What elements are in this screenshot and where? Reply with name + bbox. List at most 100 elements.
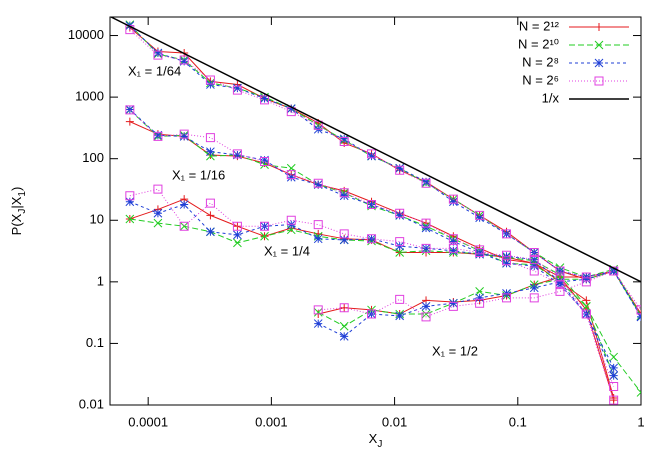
marker — [581, 274, 591, 284]
marker — [529, 293, 539, 303]
marker — [125, 117, 134, 126]
marker — [339, 321, 349, 331]
y-axis-label-part: J — [17, 209, 28, 214]
marker — [205, 75, 215, 85]
marker — [395, 211, 405, 220]
y-axis-label-part: 1 — [17, 191, 28, 197]
marker — [395, 311, 405, 321]
marker — [179, 129, 189, 139]
marker — [286, 215, 296, 225]
y-tick-label: 100 — [82, 150, 104, 165]
marker — [609, 381, 619, 391]
series-line — [129, 24, 641, 317]
marker — [367, 151, 376, 161]
marker — [502, 250, 512, 260]
marker — [395, 241, 405, 251]
marker — [339, 235, 349, 245]
marker — [421, 218, 431, 228]
marker — [475, 298, 485, 308]
marker — [179, 132, 189, 141]
plot-area — [110, 17, 641, 405]
marker — [339, 134, 349, 144]
marker — [206, 151, 215, 161]
marker — [529, 261, 539, 271]
marker — [153, 48, 163, 58]
marker — [529, 266, 539, 276]
marker — [581, 277, 591, 287]
marker — [421, 312, 431, 322]
x-tick-label: 0.001 — [255, 414, 288, 429]
marker — [339, 332, 349, 341]
marker — [233, 230, 242, 240]
y-tick-label: 10000 — [68, 27, 104, 42]
marker — [260, 221, 270, 231]
marker — [529, 255, 539, 265]
series-line — [129, 121, 615, 399]
marker — [313, 234, 323, 244]
marker — [179, 200, 189, 209]
marker — [609, 395, 619, 405]
legend-label: 1/x — [542, 90, 560, 105]
marker — [367, 309, 377, 319]
y-axis-label: P(XJ|X1) — [9, 187, 27, 236]
x-axis-label-part: X — [369, 431, 378, 446]
legend-label: N = 2⁸ — [522, 54, 559, 69]
x-tick-label: 1 — [637, 414, 644, 429]
marker — [475, 247, 485, 257]
marker — [339, 188, 349, 198]
marker — [395, 237, 405, 247]
marker — [367, 234, 376, 244]
marker — [232, 221, 242, 231]
marker — [179, 57, 189, 66]
marker — [475, 213, 484, 223]
marker — [233, 150, 242, 160]
x-tick-label: 0.01 — [382, 414, 407, 429]
marker — [340, 303, 349, 312]
marker — [449, 197, 458, 207]
marker — [555, 277, 565, 287]
marker — [206, 227, 215, 237]
marker — [636, 388, 641, 397]
marker — [449, 237, 458, 246]
marker — [313, 307, 323, 317]
marker — [581, 309, 591, 319]
marker — [153, 50, 163, 60]
marker — [502, 258, 511, 268]
marker — [448, 301, 458, 311]
marker — [313, 178, 323, 188]
marker — [609, 266, 619, 276]
marker — [286, 170, 296, 180]
marker — [475, 293, 484, 303]
marker — [125, 214, 135, 224]
marker — [260, 155, 269, 165]
legend-label: N = 2¹⁰ — [518, 36, 559, 51]
marker — [206, 211, 215, 220]
marker — [449, 246, 458, 256]
marker — [502, 293, 512, 303]
marker — [581, 309, 591, 319]
marker — [206, 80, 215, 89]
series-line — [318, 270, 641, 318]
marker — [232, 85, 242, 95]
annotation: X₁ = 1/4 — [264, 243, 310, 258]
marker — [260, 157, 270, 167]
y-tick-label: 1 — [97, 273, 104, 288]
y-tick-label: 1000 — [75, 89, 104, 104]
annotation: X₁ = 1/16 — [172, 167, 225, 182]
reference-line — [110, 17, 641, 283]
marker — [286, 104, 296, 113]
marker — [609, 363, 619, 373]
x-tick-label: 0.1 — [509, 414, 527, 429]
marker — [555, 286, 565, 296]
marker — [502, 229, 512, 239]
marker — [581, 301, 591, 311]
marker — [529, 283, 539, 293]
y-tick-label: 0.1 — [86, 335, 104, 350]
marker — [339, 191, 349, 201]
marker — [339, 229, 349, 239]
marker — [475, 287, 484, 296]
marker — [449, 298, 458, 308]
legend-label: N = 2⁶ — [522, 72, 559, 87]
